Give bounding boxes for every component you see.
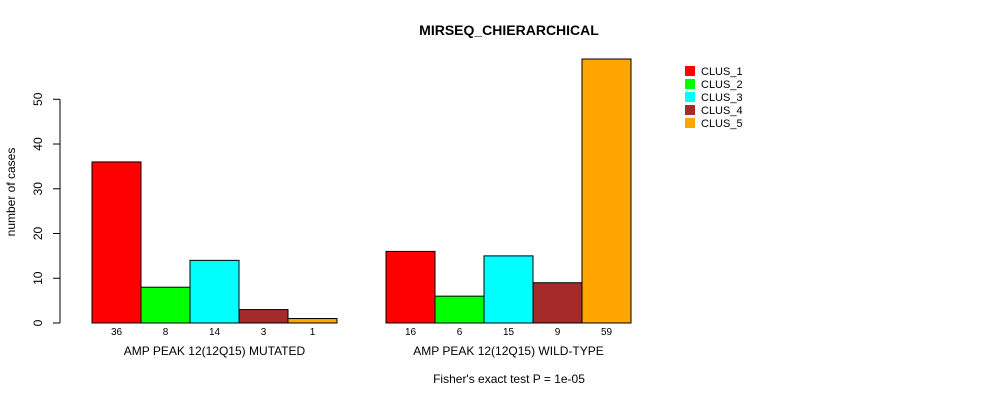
legend-label: CLUS_1 (701, 66, 743, 78)
y-tick-label: 40 (31, 137, 45, 151)
bars-layer (91, 58, 632, 324)
y-axis: 0 10 20 30 40 50 (31, 92, 61, 326)
legend-label: CLUS_5 (701, 118, 743, 130)
legend-label: CLUS_3 (701, 92, 743, 104)
legend-swatch (685, 92, 695, 102)
y-axis-label: number of cases (4, 148, 18, 237)
y-tick-label: 50 (31, 92, 45, 106)
y-tick-label: 0 (31, 319, 45, 326)
legend-label: CLUS_2 (701, 79, 743, 91)
bar (532, 282, 583, 324)
bar (189, 259, 240, 324)
bar (434, 295, 485, 324)
group-label: AMP PEAK 12(12Q15) MUTATED (124, 344, 306, 358)
bar (140, 286, 191, 324)
bar (581, 58, 632, 324)
legend-label: CLUS_4 (701, 105, 743, 117)
group-label: AMP PEAK 12(12Q15) WILD-TYPE (413, 344, 604, 358)
bar-value-label: 1 (310, 327, 316, 338)
bar-value-label: 8 (163, 327, 169, 338)
legend-swatch (685, 105, 695, 115)
bar-value-label: 36 (111, 327, 123, 338)
value-labels-layer: 36 8 14 3 1 16 6 15 9 59 (111, 327, 613, 338)
y-tick-label: 20 (31, 227, 45, 241)
bar (385, 250, 436, 324)
bar (287, 318, 338, 324)
bar (91, 161, 142, 324)
y-tick-label: 10 (31, 271, 45, 285)
bar-value-label: 6 (457, 327, 463, 338)
bar-value-label: 59 (601, 327, 613, 338)
legend-swatch (685, 118, 695, 128)
bar (483, 255, 534, 324)
bar-value-label: 14 (209, 327, 221, 338)
bar (238, 309, 289, 324)
chart-title: MIRSEQ_CHIERARCHICAL (419, 22, 599, 38)
group-labels-layer: AMP PEAK 12(12Q15) MUTATED AMP PEAK 12(12… (124, 344, 604, 358)
y-tick-label: 30 (31, 182, 45, 196)
bar-value-label: 3 (261, 327, 267, 338)
bar-value-label: 15 (503, 327, 515, 338)
legend-swatch (685, 79, 695, 89)
legend-swatch (685, 66, 695, 76)
bar-value-label: 16 (405, 327, 417, 338)
footnote: Fisher's exact test P = 1e-05 (433, 372, 585, 386)
bar-value-label: 9 (555, 327, 561, 338)
